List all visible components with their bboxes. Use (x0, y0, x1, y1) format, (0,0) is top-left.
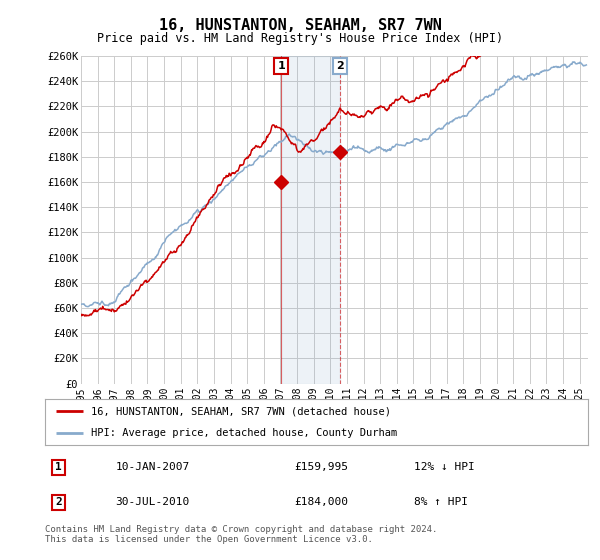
Text: Contains HM Land Registry data © Crown copyright and database right 2024.
This d: Contains HM Land Registry data © Crown c… (45, 525, 437, 544)
Bar (281, 56, 340, 384)
Text: 16, HUNSTANTON, SEAHAM, SR7 7WN (detached house): 16, HUNSTANTON, SEAHAM, SR7 7WN (detache… (91, 406, 391, 416)
Text: 1: 1 (277, 61, 285, 71)
Text: £184,000: £184,000 (295, 497, 349, 507)
Text: 30-JUL-2010: 30-JUL-2010 (116, 497, 190, 507)
Text: 12% ↓ HPI: 12% ↓ HPI (414, 463, 475, 472)
Text: 1: 1 (55, 463, 62, 472)
Text: HPI: Average price, detached house, County Durham: HPI: Average price, detached house, Coun… (91, 428, 397, 438)
Text: 2: 2 (55, 497, 62, 507)
Text: 8% ↑ HPI: 8% ↑ HPI (414, 497, 468, 507)
Text: Price paid vs. HM Land Registry's House Price Index (HPI): Price paid vs. HM Land Registry's House … (97, 32, 503, 45)
Text: 16, HUNSTANTON, SEAHAM, SR7 7WN: 16, HUNSTANTON, SEAHAM, SR7 7WN (158, 18, 442, 34)
Text: 10-JAN-2007: 10-JAN-2007 (116, 463, 190, 472)
Text: 2: 2 (336, 61, 344, 71)
Text: £159,995: £159,995 (295, 463, 349, 472)
